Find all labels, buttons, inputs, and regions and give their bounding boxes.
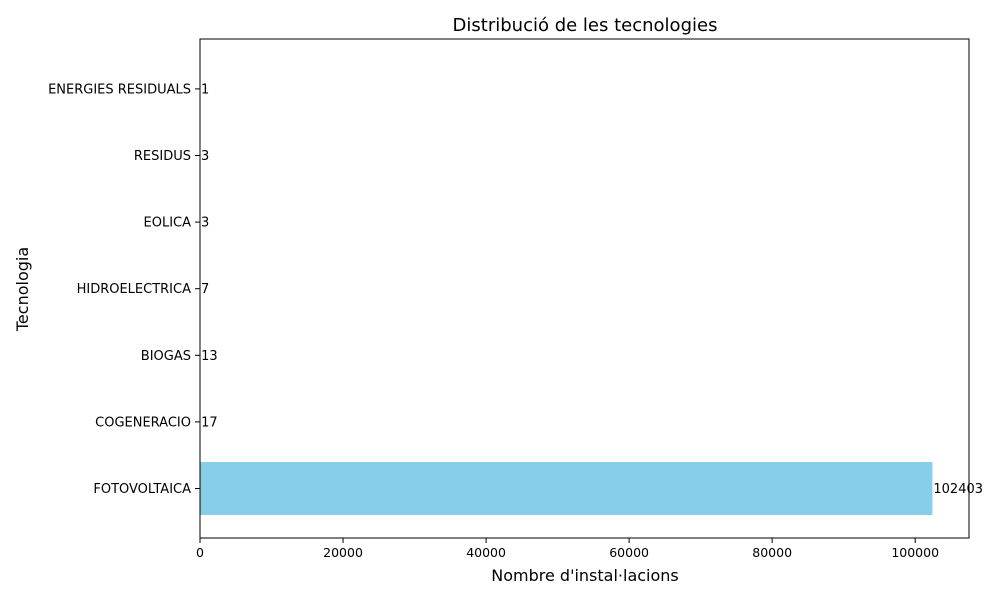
x-tick-label: 100000 [891, 545, 939, 560]
y-axis-label: Tecnologia [13, 247, 32, 332]
data-label: 1 [201, 82, 209, 97]
x-tick-label: 40000 [466, 545, 506, 560]
bar-fotovoltaica [200, 462, 932, 515]
data-label: 17 [201, 415, 218, 430]
chart-title: Distribució de les tecnologies [453, 15, 718, 36]
y-tick-label: RESIDUS [134, 149, 191, 164]
data-label: 102403 [933, 482, 983, 497]
x-tick-label: 80000 [752, 545, 792, 560]
x-tick-label: 20000 [323, 545, 363, 560]
data-label: 7 [201, 282, 209, 297]
data-label: 3 [201, 216, 209, 231]
x-tick-label: 60000 [609, 545, 649, 560]
y-tick-label: BIOGAS [141, 349, 191, 364]
y-tick-label: FOTOVOLTAICA [93, 482, 191, 497]
plot-area: 102403FOTOVOLTAICA17COGENERACIO13BIOGAS7… [48, 39, 983, 560]
x-tick-label: 0 [196, 545, 204, 560]
data-label: 3 [201, 149, 209, 164]
y-tick-label: COGENERACIO [95, 415, 191, 430]
x-axis-label: Nombre d'instal·lacions [491, 566, 679, 585]
y-tick-label: ENERGIES RESIDUALS [48, 82, 191, 97]
y-tick-label: EOLICA [144, 216, 192, 231]
y-tick-label: HIDROELECTRICA [77, 282, 192, 297]
data-label: 13 [201, 349, 218, 364]
